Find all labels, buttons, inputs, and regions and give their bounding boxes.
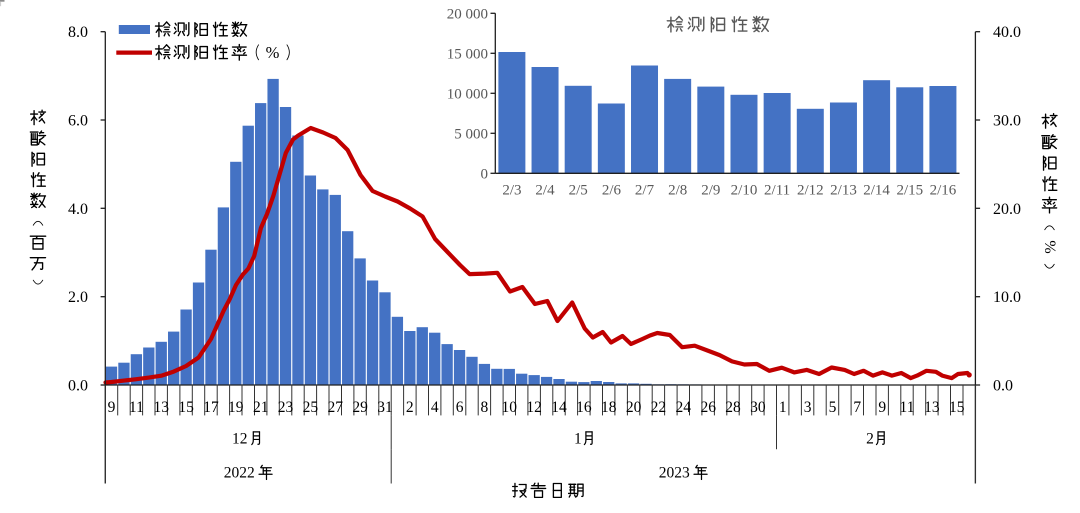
svg-text:16: 16 (576, 399, 592, 416)
svg-text:17: 17 (203, 399, 219, 416)
svg-text:2/16: 2/16 (930, 183, 957, 199)
svg-text:2/15: 2/15 (896, 183, 923, 199)
svg-text:10.0: 10.0 (993, 289, 1021, 306)
svg-text:8.0: 8.0 (68, 24, 88, 41)
svg-text:%: % (1041, 240, 1058, 253)
svg-text:20 000: 20 000 (447, 7, 488, 23)
svg-text:5 000: 5 000 (454, 127, 488, 143)
svg-text:15: 15 (178, 399, 194, 416)
svg-text:14: 14 (551, 399, 567, 416)
svg-text:2/3: 2/3 (502, 183, 521, 199)
svg-text:4: 4 (431, 399, 439, 416)
svg-text:8: 8 (481, 399, 489, 416)
svg-text:3: 3 (804, 399, 812, 416)
svg-text:13: 13 (153, 399, 169, 416)
svg-text:10 000: 10 000 (447, 87, 488, 103)
svg-text:15: 15 (949, 399, 965, 416)
svg-text:2/9: 2/9 (701, 183, 720, 199)
svg-text:20: 20 (626, 399, 642, 416)
svg-text:18: 18 (601, 399, 617, 416)
svg-text:25: 25 (303, 399, 319, 416)
svg-text:40.0: 40.0 (993, 24, 1021, 41)
svg-text:12: 12 (526, 399, 542, 416)
svg-text:9: 9 (108, 399, 116, 416)
svg-text:24: 24 (676, 399, 692, 416)
svg-text:12: 12 (232, 431, 248, 448)
svg-text:29: 29 (352, 399, 368, 416)
svg-text:2/13: 2/13 (830, 183, 857, 199)
svg-text:0.0: 0.0 (68, 378, 88, 395)
svg-text:5: 5 (829, 399, 837, 416)
svg-text:2: 2 (406, 399, 414, 416)
svg-text:2/10: 2/10 (731, 183, 758, 199)
svg-text:11: 11 (900, 399, 915, 416)
svg-text:2/11: 2/11 (764, 183, 790, 199)
svg-text:2/4: 2/4 (535, 183, 555, 199)
svg-text:2/14: 2/14 (863, 183, 890, 199)
svg-text:23: 23 (278, 399, 294, 416)
svg-text:21: 21 (253, 399, 269, 416)
svg-text:31: 31 (377, 399, 393, 416)
svg-text:1: 1 (574, 431, 582, 448)
svg-text:7: 7 (853, 399, 861, 416)
svg-text:11: 11 (129, 399, 144, 416)
svg-text:0: 0 (481, 167, 489, 183)
svg-text:20.0: 20.0 (993, 201, 1021, 218)
svg-text:13: 13 (924, 399, 940, 416)
svg-text:2022: 2022 (224, 465, 255, 482)
svg-text:2/7: 2/7 (635, 183, 655, 199)
svg-text:27: 27 (328, 399, 344, 416)
svg-text:30: 30 (750, 399, 766, 416)
svg-text:2: 2 (866, 431, 874, 448)
svg-text:19: 19 (228, 399, 244, 416)
svg-text:26: 26 (700, 399, 716, 416)
svg-text:2.0: 2.0 (68, 289, 88, 306)
svg-text:6.0: 6.0 (68, 113, 88, 130)
svg-text:1: 1 (779, 399, 787, 416)
svg-text:9: 9 (878, 399, 886, 416)
svg-text:6: 6 (456, 399, 464, 416)
svg-text:2/8: 2/8 (668, 183, 687, 199)
svg-text:%: % (266, 43, 280, 62)
svg-text:15 000: 15 000 (447, 47, 488, 63)
svg-text:22: 22 (651, 399, 667, 416)
svg-text:2023: 2023 (659, 465, 690, 482)
svg-text:4.0: 4.0 (68, 201, 88, 218)
svg-text:30.0: 30.0 (993, 113, 1021, 130)
svg-text:2/5: 2/5 (569, 183, 588, 199)
svg-text:0.0: 0.0 (993, 378, 1013, 395)
svg-text:10: 10 (502, 399, 518, 416)
svg-text:2/12: 2/12 (797, 183, 824, 199)
svg-text:2/6: 2/6 (602, 183, 622, 199)
svg-text:28: 28 (725, 399, 741, 416)
